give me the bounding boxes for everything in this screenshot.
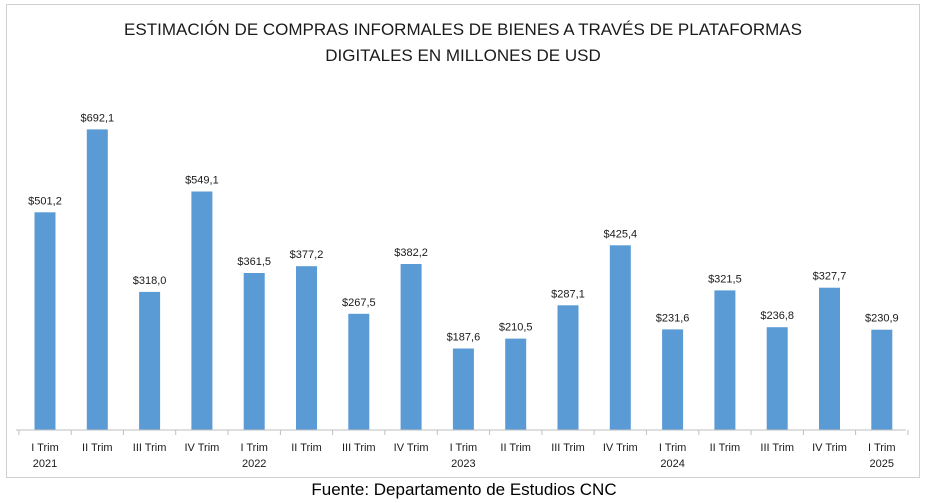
x-tick-label-quarter: I Trim [450,442,478,454]
bar-value-label-10: $210,5 [499,322,533,334]
bar-2 [86,129,108,430]
x-tick-label-year: 2021 [33,458,57,470]
x-tick-label-quarter: I Trim [659,442,687,454]
x-tick-label-year: 2024 [660,458,684,470]
bar-15 [766,327,788,430]
x-tick-label-quarter: III Trim [760,442,794,454]
bar-13 [662,329,684,430]
bar-4 [191,191,213,430]
bar-16 [819,287,840,430]
chart-title-line-2: DIGITALES EN MILLONES DE USD [325,46,601,65]
bar-value-label-2: $692,1 [80,112,114,124]
bar-7 [348,313,370,430]
x-tick-label-year: 2022 [242,458,266,470]
bar-value-label-12: $425,4 [603,228,637,240]
x-tick-label-quarter: III Trim [133,442,167,454]
bar-1 [34,212,56,430]
x-tick-label-quarter: II Trim [82,442,113,454]
x-tick-label-quarter: I Trim [31,442,59,454]
bar-value-label-13: $231,6 [656,312,690,324]
bar-10 [505,338,527,430]
chart-title-line-1: ESTIMACIÓN DE COMPRAS INFORMALES DE BIEN… [124,20,802,39]
bar-11 [557,305,579,430]
bar-value-label-15: $236,8 [760,310,794,322]
x-tick-label-quarter: IV Trim [184,442,219,454]
bar-value-label-1: $501,2 [28,195,62,207]
bar-14 [714,290,736,430]
bar-value-label-7: $267,5 [342,297,376,309]
x-tick-label-year: 2025 [870,458,894,470]
bar-value-label-5: $361,5 [237,256,271,268]
x-tick-label-quarter: I Trim [868,442,896,454]
bar-value-label-17: $230,9 [865,313,899,325]
bar-value-label-6: $377,2 [290,249,324,261]
x-tick-label-quarter: III Trim [551,442,585,454]
x-tick-label-quarter: IV Trim [812,442,847,454]
x-tick-label-quarter: II Trim [710,442,741,454]
bar-6 [296,266,317,430]
bar-value-label-4: $549,1 [185,175,219,187]
bar-12 [609,245,631,430]
x-tick-label-quarter: I Trim [240,442,268,454]
bar-value-label-14: $321,5 [708,273,742,285]
bar-5 [243,273,265,430]
bar-value-label-11: $287,1 [551,288,585,300]
x-tick-label-quarter: II Trim [500,442,531,454]
bar-8 [400,264,422,430]
bar-9 [452,348,474,430]
bar-value-label-8: $382,2 [394,247,428,259]
source-caption: Fuente: Departamento de Estudios CNC [311,480,617,499]
x-tick-label-year: 2023 [451,458,475,470]
x-tick-label-quarter: IV Trim [394,442,429,454]
x-tick-label-quarter: III Trim [342,442,376,454]
bar-value-label-3: $318,0 [133,275,167,287]
bar-value-label-9: $187,6 [447,332,481,344]
bar-chart: $501,2 $692,1 $318,0 $549,1 $361,5 $377,2 $267… [16,112,909,470]
bar-17 [871,329,893,430]
bar-3 [139,291,161,430]
chart-title: ESTIMACIÓN DE COMPRAS INFORMALES DE BIEN… [7,17,919,69]
bar-value-label-16: $327,7 [813,271,847,283]
x-tick-label-quarter: II Trim [291,442,322,454]
x-tick-label-quarter: IV Trim [603,442,638,454]
